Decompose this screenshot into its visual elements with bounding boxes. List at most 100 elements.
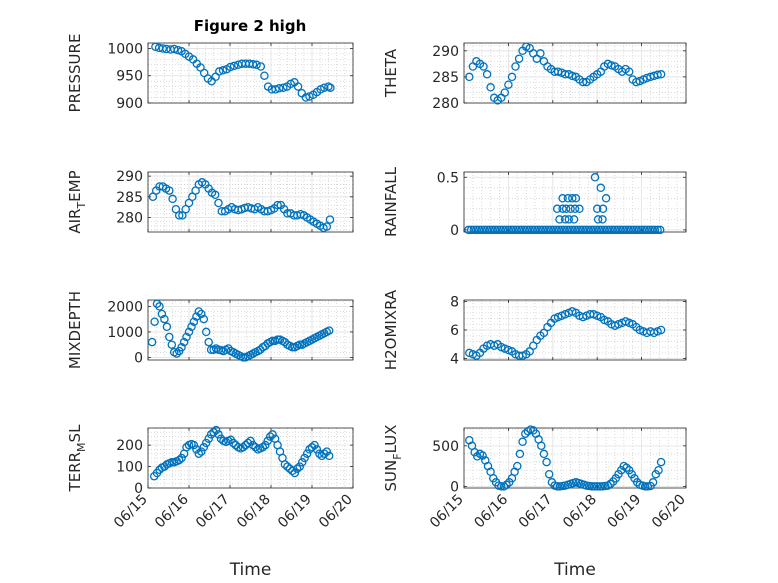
data-point xyxy=(320,83,329,92)
data-point xyxy=(493,225,502,235)
data-point xyxy=(655,225,665,235)
data-point xyxy=(325,215,335,224)
data-point xyxy=(293,82,303,91)
data-point xyxy=(653,70,662,80)
data-point xyxy=(167,340,177,349)
y-axis-label: RAINFALL xyxy=(382,166,400,237)
y-tick-label: 900 xyxy=(116,96,143,112)
data-point xyxy=(656,457,666,467)
data-point xyxy=(613,225,622,235)
data-point xyxy=(211,425,221,435)
data-point xyxy=(310,440,319,450)
data-point xyxy=(570,225,580,235)
data-point xyxy=(160,314,169,324)
data-point xyxy=(261,440,270,450)
data-point xyxy=(502,480,511,490)
x-tick-label: 06/19 xyxy=(605,492,645,532)
y-axis-label-main: TERR xyxy=(66,452,84,493)
data-point xyxy=(656,325,666,335)
data-point xyxy=(653,225,662,235)
data-point xyxy=(578,225,588,235)
data-point xyxy=(177,342,186,352)
y-tick-label: 200 xyxy=(116,438,143,454)
y-tick-label: 290 xyxy=(432,44,459,60)
data-point xyxy=(514,225,524,235)
data-point xyxy=(530,225,540,235)
data-point xyxy=(215,67,224,76)
data-point xyxy=(187,322,196,332)
data-point xyxy=(573,225,582,235)
y-axis-label: AIRTEMP xyxy=(66,170,88,233)
data-point xyxy=(632,77,641,87)
data-point xyxy=(553,67,563,76)
data-point xyxy=(184,327,194,337)
data-point xyxy=(480,225,489,235)
data-point xyxy=(488,225,497,235)
y-axis-label: TERRMSL xyxy=(66,424,88,493)
data-point xyxy=(555,215,564,224)
data-point xyxy=(246,436,255,446)
data-point xyxy=(157,309,167,319)
y-axis-label-main: THETA xyxy=(382,48,400,98)
data-point xyxy=(541,225,550,235)
x-tick-label: 06/18 xyxy=(234,492,274,532)
subplot-3: 280 285 290 AIRTEMP xyxy=(66,169,354,234)
data-point xyxy=(640,225,649,235)
data-point xyxy=(243,438,253,448)
data-point xyxy=(238,353,248,362)
data-point xyxy=(466,225,476,235)
data-point xyxy=(302,449,312,458)
data-point xyxy=(238,443,248,452)
data-point xyxy=(490,225,500,235)
data-point xyxy=(571,194,581,203)
series-markers xyxy=(149,425,334,481)
data-point xyxy=(570,204,580,214)
y-tick-label: 1000 xyxy=(107,41,143,57)
data-point xyxy=(301,93,311,102)
data-point xyxy=(168,194,177,204)
data-point xyxy=(469,225,479,235)
subplot-8: 0 500 SUNFLUX 06/15 06/16 06/17 06/18 06/19 06/2… xyxy=(382,425,689,580)
x-tick-label: 06/16 xyxy=(471,491,511,531)
data-point xyxy=(593,215,603,224)
data-point xyxy=(173,45,183,55)
axes-frame xyxy=(147,427,354,489)
data-point xyxy=(616,225,625,235)
data-point xyxy=(601,194,611,203)
series-markers xyxy=(151,42,335,102)
series-markers xyxy=(147,299,334,362)
axes-frame xyxy=(147,299,354,361)
y-axis-label-main: H2OMIXRA xyxy=(382,289,400,370)
y-axis-label: THETA xyxy=(382,48,400,98)
data-point xyxy=(500,88,510,97)
data-point xyxy=(600,225,609,235)
data-point xyxy=(226,62,235,72)
data-point xyxy=(504,80,513,89)
data-point xyxy=(629,225,638,235)
data-point xyxy=(201,438,211,448)
data-point xyxy=(592,204,602,214)
data-point xyxy=(150,317,159,326)
data-point xyxy=(618,225,628,235)
series-markers xyxy=(464,173,665,235)
data-point xyxy=(472,225,481,235)
data-point xyxy=(158,44,168,53)
data-point xyxy=(322,222,332,231)
x-axis-label: Time xyxy=(229,560,272,580)
data-point xyxy=(568,194,577,203)
x-tick-label: 06/20 xyxy=(316,492,356,532)
y-tick-label: 1000 xyxy=(107,325,143,341)
data-point xyxy=(474,225,484,235)
data-point xyxy=(594,225,604,235)
y-axis-label-suffix: LUX xyxy=(382,425,400,454)
x-tick-label: 06/19 xyxy=(275,492,315,532)
data-point xyxy=(194,307,204,316)
x-tick-label: 06/15 xyxy=(427,492,467,532)
data-point xyxy=(576,225,585,235)
data-point xyxy=(557,225,566,235)
data-point xyxy=(229,61,239,71)
y-axis-label-main: SUN xyxy=(382,460,400,492)
data-point xyxy=(240,203,250,213)
data-point xyxy=(320,449,329,458)
